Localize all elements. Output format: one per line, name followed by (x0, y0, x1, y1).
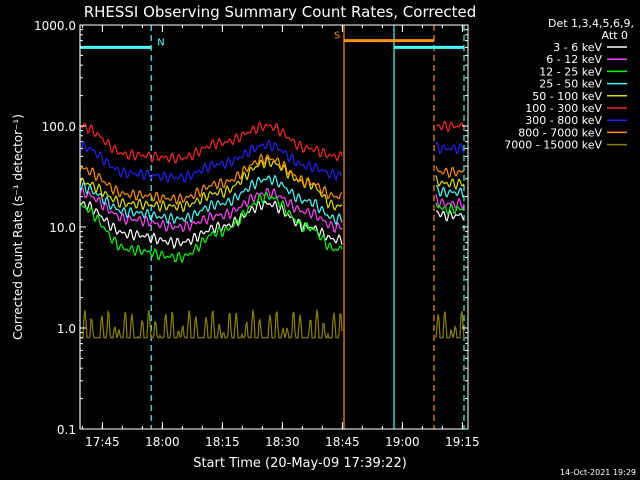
series-line (436, 209, 465, 222)
series-line (435, 202, 465, 216)
chart-title: RHESSI Observing Summary Count Rates, Co… (84, 3, 477, 21)
x-tick-label: 18:45 (325, 435, 360, 449)
series-line (79, 139, 343, 184)
series-line (435, 310, 465, 339)
x-axis-label: Start Time (20-May-09 17:39:22) (193, 456, 407, 471)
y-axis-label: Corrected Count Rate (s⁻¹ detector⁻¹) (11, 114, 25, 340)
series-line (79, 121, 343, 164)
footer-date: 14-Oct-2021 19:29 (560, 468, 636, 477)
series-line (435, 120, 465, 134)
y-tick-label: 100.0 (42, 120, 76, 134)
y-tick-label: 1.0 (57, 322, 76, 336)
series-line (79, 191, 343, 264)
legend-entry-label: 300 - 800 keV (525, 114, 602, 127)
y-tick-label: 10.0 (49, 221, 76, 235)
x-tick-label: 19:15 (445, 435, 480, 449)
legend-entry-label: 100 - 300 keV (525, 102, 602, 115)
x-tick-label: 18:30 (265, 435, 300, 449)
y-axis: 0.1 1.0 10.0 100.0 1000.0 (34, 19, 468, 437)
legend-entry-label: 3 - 6 keV (553, 41, 602, 54)
y-tick-label: 1000.0 (34, 19, 76, 33)
series-line (79, 153, 343, 206)
x-tick-label: 18:00 (145, 435, 180, 449)
series-line (435, 194, 465, 210)
legend-entry-label: 25 - 50 keV (539, 78, 602, 91)
legend-header-line-1: Det 1,3,4,5,6,9, (548, 17, 634, 30)
series-line (79, 186, 343, 234)
series-line (79, 200, 343, 250)
series-line (435, 184, 465, 199)
x-tick-label: 18:15 (205, 435, 240, 449)
annotation-label: S (334, 31, 340, 42)
legend-entry-label: 6 - 12 keV (546, 53, 602, 66)
series-line (435, 141, 465, 156)
series-line (79, 174, 343, 226)
series-line (435, 166, 465, 179)
x-tick-label: 17:45 (85, 435, 120, 449)
legend-header-line-2: Att 0 (602, 29, 628, 42)
x-tick-label: 19:00 (385, 435, 420, 449)
legend-entry-label: 50 - 100 keV (532, 90, 602, 103)
series-line (80, 309, 343, 339)
annotation-label: N (157, 37, 164, 48)
series-line (79, 156, 343, 213)
legend-entry-label: 12 - 25 keV (539, 65, 602, 78)
legend-entry-label: 7000 - 15000 keV (504, 139, 602, 152)
x-axis: 17:45 18:00 18:15 18:30 18:45 19:00 19:15 (81, 25, 480, 449)
legend-entry-label: 800 - 7000 keV (518, 126, 602, 139)
series-line (435, 175, 465, 191)
y-tick-label: 0.1 (57, 423, 76, 437)
plot-area: NS (79, 25, 465, 429)
